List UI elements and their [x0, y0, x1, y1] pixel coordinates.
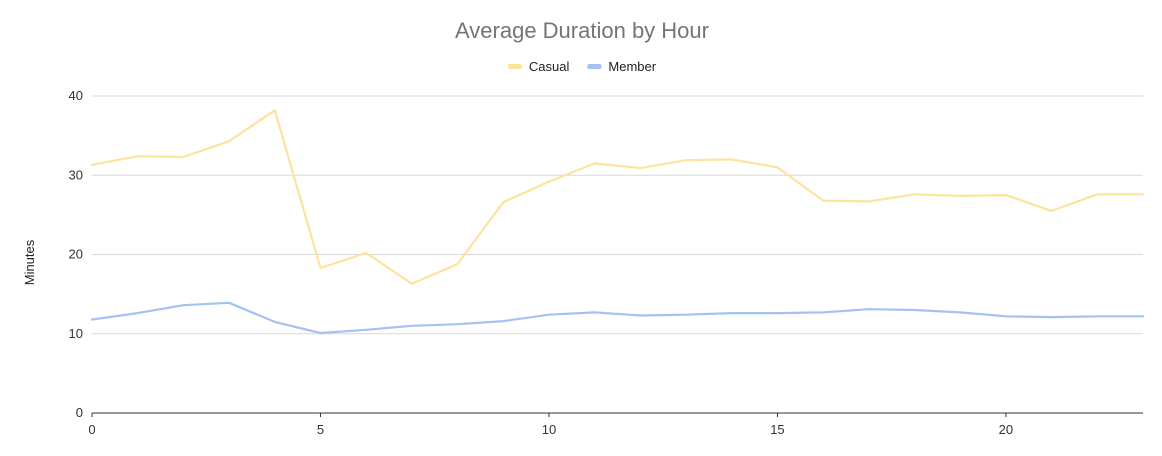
y-tick-label: 20 [69, 247, 83, 262]
series-group [90, 109, 1145, 335]
y-tick-label: 30 [69, 167, 83, 182]
legend-swatch [587, 64, 602, 69]
legend: Casual Member [507, 59, 657, 74]
legend-label: Member [608, 59, 656, 74]
y-axis-ticks: 0 10 20 30 40 [69, 88, 83, 420]
y-tick-label: 40 [69, 88, 83, 103]
legend-swatch [507, 64, 522, 69]
x-tick-label: 0 [88, 422, 95, 437]
series-line-casual [90, 109, 1145, 285]
legend-label: Casual [529, 59, 570, 74]
series-line-member [90, 301, 1145, 335]
x-tick-label: 15 [770, 422, 784, 437]
y-tick-label: 0 [76, 405, 83, 420]
x-axis-ticks: 0 5 10 15 20 [88, 413, 1013, 437]
legend-item-member[interactable]: Member [587, 59, 657, 74]
y-tick-label: 10 [69, 326, 83, 341]
y-axis-label: Minutes [22, 239, 37, 285]
x-tick-label: 20 [999, 422, 1013, 437]
legend-item-casual[interactable]: Casual [507, 59, 570, 74]
x-tick-label: 5 [317, 422, 324, 437]
chart-title: Average Duration by Hour [455, 18, 709, 43]
x-tick-label: 10 [542, 422, 556, 437]
gridlines [92, 95, 1143, 335]
